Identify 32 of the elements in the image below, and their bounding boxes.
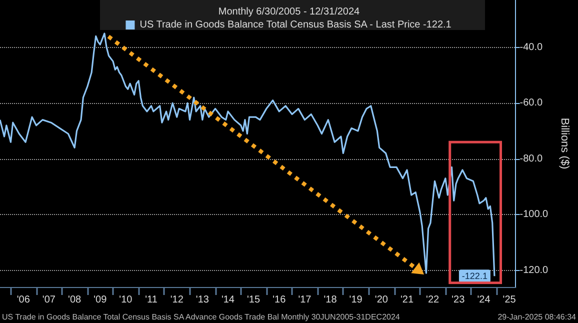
x-tick-label: '15 (247, 294, 260, 306)
y-tick-label: -60.0 (520, 98, 543, 109)
x-tick-label: '20 (374, 294, 388, 306)
x-tick-label: '25 (502, 294, 516, 306)
x-tick-label: '09 (94, 294, 108, 306)
text: Monthly 6/30/2005 - 12/31/2024 (218, 6, 360, 18)
x-tick-label: '24 (477, 294, 491, 306)
x-tick-label: '23 (452, 294, 466, 306)
x-tick-label: '18 (324, 294, 338, 306)
y-tick-label: -120.0 (520, 264, 549, 276)
line-series (0, 32, 496, 277)
x-tick-label: '14 (221, 294, 235, 306)
x-tick-label: '12 (170, 294, 184, 306)
x-tick-label: '08 (68, 294, 82, 306)
y-tick-label: -80.0 (520, 153, 543, 164)
x-tick-label: '22 (426, 294, 440, 306)
x-tick-label: '16 (272, 294, 286, 306)
x-tick-label: '21 (400, 294, 414, 306)
y-axis-title: Billions ($) (558, 118, 570, 170)
text: 29-Jan-2025 08:46:34 (498, 312, 577, 322)
x-tick-label: '10 (119, 294, 133, 306)
annotation: -122.1 (462, 271, 488, 282)
y-tick-label: -40.0 (520, 42, 543, 53)
text: US Trade in Goods Balance Total Census Basis SA Advance Goods Trade Bal Monthly 30JUN2005-31DEC2024 (2, 312, 400, 322)
y-tick-label: -100.0 (520, 209, 549, 220)
legend-label: US Trade in Goods Balance Total Census Basis SA - Last Price -122.1 (140, 20, 452, 30)
x-tick-label: '19 (349, 294, 363, 306)
x-tick-label: '17 (298, 294, 312, 306)
x-tick-label: '06 (16, 294, 30, 306)
x-tick-label: '13 (196, 294, 210, 306)
x-tick-label: '11 (145, 294, 158, 306)
x-tick-label: '07 (42, 294, 56, 306)
